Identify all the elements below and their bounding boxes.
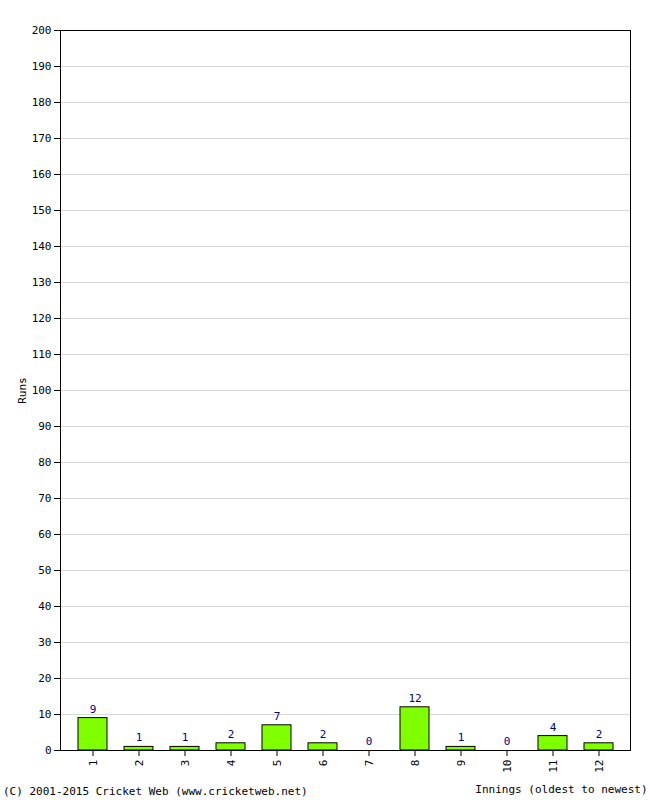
svg-text:0: 0 xyxy=(45,744,52,757)
svg-text:10: 10 xyxy=(38,708,51,721)
html-text:(C) 2001-2015 Cricket Web (www: (C) 2001-2015 Cricket Web (www.cricketwe… xyxy=(3,785,308,798)
svg-text:1: 1 xyxy=(136,731,143,744)
svg-text:160: 160 xyxy=(32,168,52,181)
svg-text:140: 140 xyxy=(32,240,52,253)
svg-text:9: 9 xyxy=(455,760,468,767)
svg-text:1: 1 xyxy=(458,731,465,744)
svg-text:80: 80 xyxy=(38,456,51,469)
svg-text:Innings (oldest to newest): Innings (oldest to newest) xyxy=(475,783,647,796)
svg-text:190: 190 xyxy=(32,60,52,73)
svg-text:40: 40 xyxy=(38,600,51,613)
svg-text:60: 60 xyxy=(38,528,51,541)
svg-text:4: 4 xyxy=(225,759,238,766)
svg-text:Runs: Runs xyxy=(16,377,29,404)
svg-text:4: 4 xyxy=(550,721,557,734)
svg-text:12: 12 xyxy=(593,760,606,773)
svg-text:10: 10 xyxy=(501,760,514,773)
svg-text:5: 5 xyxy=(271,760,284,767)
svg-text:0: 0 xyxy=(504,735,511,748)
svg-text:8: 8 xyxy=(409,760,422,767)
svg-text:120: 120 xyxy=(32,312,52,325)
svg-text:7: 7 xyxy=(274,710,281,723)
svg-text:6: 6 xyxy=(317,760,330,767)
svg-text:150: 150 xyxy=(32,204,52,217)
svg-text:100: 100 xyxy=(32,384,52,397)
svg-text:170: 170 xyxy=(32,132,52,145)
svg-text:1: 1 xyxy=(182,731,189,744)
svg-text:50: 50 xyxy=(38,564,51,577)
svg-text:180: 180 xyxy=(32,96,52,109)
svg-text:7: 7 xyxy=(363,760,376,767)
svg-text:2: 2 xyxy=(320,728,327,741)
svg-text:0: 0 xyxy=(366,735,373,748)
svg-text:9: 9 xyxy=(90,703,97,716)
svg-text:3: 3 xyxy=(179,760,192,767)
svg-text:11: 11 xyxy=(547,760,560,773)
svg-text:130: 130 xyxy=(32,276,52,289)
svg-text:2: 2 xyxy=(596,728,603,741)
svg-text:2: 2 xyxy=(228,728,235,741)
svg-text:20: 20 xyxy=(38,672,51,685)
svg-text:2: 2 xyxy=(133,760,146,767)
svg-text:70: 70 xyxy=(38,492,51,505)
svg-text:12: 12 xyxy=(408,692,421,705)
svg-text:200: 200 xyxy=(32,24,52,37)
svg-text:1: 1 xyxy=(87,760,100,767)
svg-text:110: 110 xyxy=(32,348,52,361)
svg-text:30: 30 xyxy=(38,636,51,649)
svg-text:90: 90 xyxy=(38,420,51,433)
